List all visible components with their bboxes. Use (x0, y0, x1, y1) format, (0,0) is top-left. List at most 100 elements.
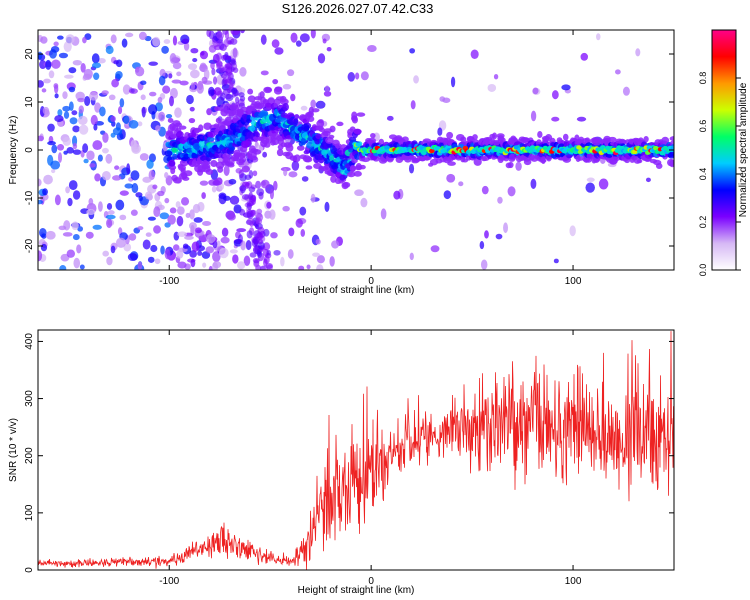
spectrogram-blob (239, 185, 247, 192)
spectrogram-blob (69, 117, 78, 125)
spectrogram-blob (164, 197, 170, 204)
spectrogram-blob (172, 177, 182, 184)
spectrogram-blob (181, 38, 190, 44)
spectrogram-blob (211, 185, 217, 193)
spectrogram-blob (347, 72, 356, 82)
spectrogram-blob (190, 69, 200, 79)
spectrogram-blob (495, 233, 503, 240)
spectrogram-blob (228, 104, 238, 110)
spectrogram-blob (62, 232, 73, 237)
spectrogram-blob (310, 193, 316, 203)
spectrogram-blob (160, 245, 165, 255)
spectrogram-blob (157, 190, 165, 197)
spectrogram-blob (97, 154, 103, 162)
spectrogram-ytick-label: 20 (24, 48, 35, 60)
spectrogram-blob (347, 171, 356, 178)
spectrogram-blob (221, 227, 229, 237)
spectrogram-blob (168, 73, 173, 79)
spectrogram-blob (72, 59, 82, 66)
spectrogram-ridge-point (355, 142, 361, 147)
spectrogram-blob (318, 127, 325, 133)
spectrogram-blob (45, 230, 56, 240)
spectrogram-blob (190, 259, 196, 268)
spectrogram-blob (260, 179, 270, 189)
spectrogram-blob (503, 222, 509, 234)
spectrogram-blob (43, 174, 53, 185)
spectrogram-blob (189, 250, 197, 258)
spectrogram-blob (82, 73, 92, 81)
spectrogram-blob (303, 125, 310, 131)
spectrogram-blob (58, 52, 69, 59)
spectrogram-blob (180, 167, 186, 173)
spectrogram-blob (299, 33, 310, 43)
spectrogram-blob (119, 214, 127, 221)
spectrogram-blob (635, 48, 641, 57)
spectrogram-blob (354, 189, 364, 197)
spectrogram-blob (168, 165, 177, 171)
spectrogram-blob (184, 170, 193, 177)
colorbar-tick-label: 0.8 (698, 72, 708, 85)
spectrogram-blob (138, 195, 143, 202)
spectrogram-blob (264, 102, 272, 108)
spectrogram-blob (316, 264, 324, 270)
spectrogram-blob (179, 159, 189, 167)
spectrogram-xtick-label: 100 (565, 276, 582, 287)
spectrogram-blob (128, 233, 137, 241)
spectrogram-blob (608, 136, 617, 142)
snr-ytick-label: 0 (24, 567, 35, 573)
spectrogram-ridge-point (670, 146, 674, 151)
spectrogram-blob (71, 221, 79, 231)
spectrogram-blob (158, 111, 166, 122)
spectrogram-blob (234, 137, 241, 142)
spectrogram-blob (224, 62, 233, 69)
snr-xtick-label: 100 (565, 576, 582, 587)
spectrogram-blob (356, 112, 366, 117)
spectrogram-blob (480, 259, 488, 270)
spectrogram-blob (497, 196, 503, 204)
spectrogram-blob (77, 115, 88, 125)
spectrogram-blob (323, 90, 332, 97)
spectrogram-blob (295, 40, 302, 47)
spectrogram-blob (310, 99, 316, 109)
spectrogram-blob (38, 250, 43, 262)
spectrogram-blob (296, 145, 305, 151)
spectrogram-blob (202, 221, 212, 227)
spectrogram-blob (76, 244, 82, 254)
spectrogram-blob (59, 264, 67, 270)
spectrogram-blob (116, 237, 127, 248)
spectrogram-blob (189, 106, 195, 112)
spectrogram-blob (311, 108, 320, 113)
spectrogram-blob (48, 70, 55, 79)
spectrogram-blob (225, 116, 232, 122)
spectrogram-blob (163, 39, 171, 44)
spectrogram-blob (219, 64, 225, 74)
spectrogram-blob (153, 206, 161, 218)
spectrogram-blob (173, 244, 180, 251)
spectrogram-blob (93, 123, 98, 131)
spectrogram-blob (80, 62, 86, 73)
spectrogram-blob (223, 156, 231, 164)
spectrogram-blob (72, 125, 80, 133)
spectrogram-blob (393, 190, 401, 200)
spectrogram-blob (89, 163, 96, 168)
figure-title: S126.2026.027.07.42.C33 (281, 1, 434, 16)
spectrogram-blob (176, 215, 184, 227)
spectrogram-blob (172, 61, 182, 70)
spectrogram-blob (270, 232, 278, 239)
spectrogram-ridge-point (659, 150, 665, 156)
spectrogram-blob (298, 265, 305, 270)
spectrogram-blob (276, 148, 284, 157)
spectrogram-blob (140, 94, 146, 101)
spectrogram-blob (235, 96, 240, 104)
spectrogram-blob (154, 258, 161, 265)
spectrogram-blob (302, 155, 312, 163)
spectrogram-blob (97, 57, 106, 64)
spectrogram-blob (171, 79, 182, 84)
spectrogram-blob (38, 199, 44, 205)
spectrogram-blob (122, 115, 130, 125)
spectrogram-blob (255, 180, 261, 189)
spectrogram-blob (192, 58, 198, 63)
spectrogram-blob (220, 92, 226, 101)
spectrogram-blob (72, 234, 80, 241)
